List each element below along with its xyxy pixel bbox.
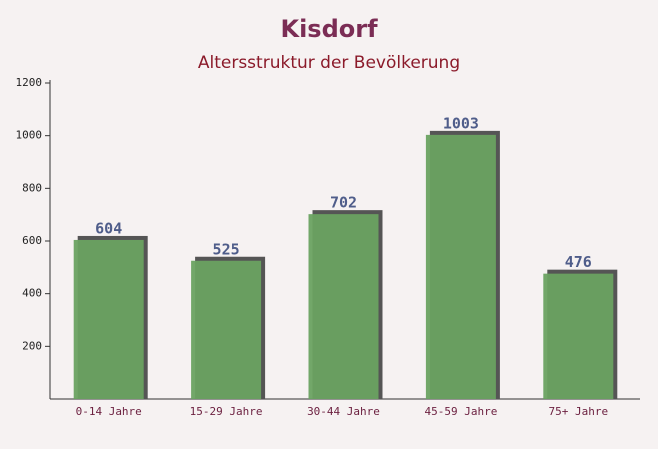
bar [425, 134, 496, 400]
y-tick-label: 800 [22, 181, 42, 194]
x-tick-label: 75+ Jahre [548, 405, 608, 418]
x-tick-label: 45-59 Jahre [424, 405, 497, 418]
bar [73, 239, 144, 399]
value-label: 525 [213, 240, 240, 258]
bar [308, 214, 379, 399]
y-tick-label: 400 [22, 287, 42, 300]
x-tick-label: 30-44 Jahre [307, 405, 380, 418]
chart-subtitle: Altersstruktur der Bevölkerung [198, 53, 460, 73]
value-label: 702 [330, 194, 357, 212]
x-tick-label: 0-14 Jahre [76, 405, 142, 418]
value-label: 604 [95, 219, 122, 237]
chart-title: Kisdorf [280, 15, 378, 43]
bar [191, 260, 262, 399]
value-label: 1003 [443, 114, 479, 132]
x-tick-label: 15-29 Jahre [190, 405, 263, 418]
value-label: 476 [565, 253, 592, 271]
y-tick-label: 600 [22, 234, 42, 247]
y-tick-label: 1200 [16, 76, 43, 89]
y-tick-label: 1000 [16, 129, 43, 142]
y-tick-label: 200 [22, 339, 42, 352]
bar [543, 273, 614, 399]
